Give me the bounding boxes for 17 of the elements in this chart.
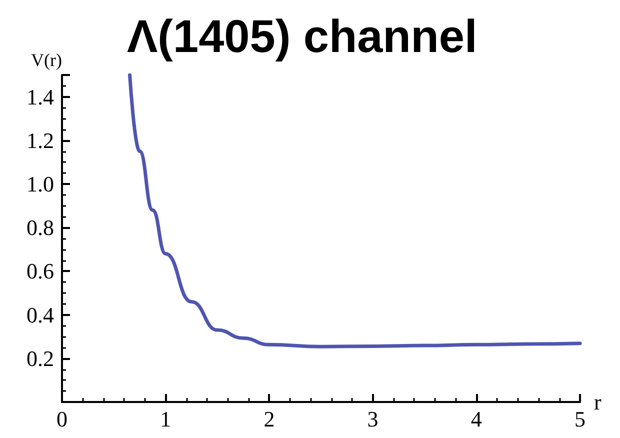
- y-tick-label: 0.6: [26, 258, 54, 284]
- x-tick-label: 3: [367, 406, 378, 432]
- y-axis-title: V(r): [31, 50, 62, 70]
- y-tick-label: 1.2: [26, 128, 54, 153]
- y-tick-label: 0.2: [26, 346, 54, 371]
- chart-title: Λ(1405) channel: [127, 10, 478, 62]
- x-tick-label: 1: [160, 406, 172, 432]
- y-tick-label: 0.4: [26, 302, 54, 328]
- y-tick-label: 1.0: [26, 172, 54, 196]
- x-tick-label: 4: [470, 406, 482, 432]
- y-tick-label: 1.4: [26, 84, 54, 110]
- x-tick-label: 0: [56, 406, 68, 432]
- x-tick-label: 5: [574, 406, 586, 432]
- y-tick-label: 0.8: [26, 215, 54, 240]
- x-axis-title: r: [594, 390, 602, 414]
- x-tick-label: 2: [264, 406, 275, 432]
- line-series: [128, 73, 582, 348]
